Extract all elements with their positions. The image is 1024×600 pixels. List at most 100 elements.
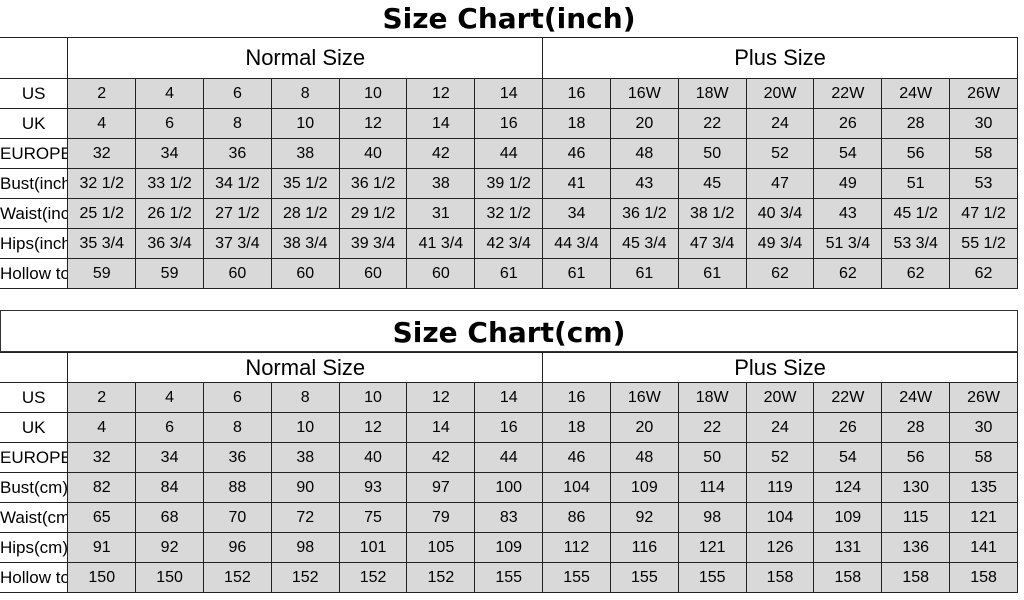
row-label: EUROPE bbox=[0, 138, 69, 169]
size-cell: 41 bbox=[542, 168, 611, 199]
size-cell: 43 bbox=[609, 168, 679, 199]
row-label: Waist(inch) bbox=[0, 198, 69, 229]
size-cell: 32 1/2 bbox=[67, 168, 137, 199]
size-cell: 16 bbox=[474, 108, 544, 139]
size-cell: 62 bbox=[949, 258, 1018, 289]
size-cell: 61 bbox=[474, 258, 544, 289]
size-cell: 115 bbox=[881, 502, 951, 533]
size-cell: 62 bbox=[813, 258, 883, 289]
size-cell: 14 bbox=[474, 78, 544, 109]
size-cell: 62 bbox=[745, 258, 815, 289]
size-cell: 60 bbox=[270, 258, 340, 289]
size-cell: 26 1/2 bbox=[135, 198, 204, 229]
size-cell: 155 bbox=[474, 562, 544, 593]
size-cell: 58 bbox=[949, 138, 1018, 169]
plus-size-header: Plus Size bbox=[542, 37, 1018, 79]
size-cell: 12 bbox=[338, 108, 408, 139]
size-cell: 24 bbox=[745, 108, 815, 139]
size-cell: 16 bbox=[542, 382, 611, 413]
size-cell: 33 1/2 bbox=[135, 168, 204, 199]
size-cell: 119 bbox=[745, 472, 815, 503]
size-cell: 43 bbox=[813, 198, 883, 229]
size-cell: 14 bbox=[474, 382, 544, 413]
size-cell: 6 bbox=[202, 78, 272, 109]
size-cell: 59 bbox=[135, 258, 204, 289]
size-cell: 152 bbox=[270, 562, 340, 593]
size-cell: 50 bbox=[677, 138, 747, 169]
cm-chart-title: Size Chart(cm) bbox=[0, 310, 1018, 352]
row-label: Bust(cm) bbox=[0, 472, 69, 503]
size-cell: 56 bbox=[881, 138, 951, 169]
size-cell: 30 bbox=[949, 412, 1018, 443]
size-cell: 40 bbox=[338, 138, 408, 169]
size-cell: 31 bbox=[406, 198, 476, 229]
size-cell: 35 3/4 bbox=[67, 228, 137, 259]
size-cell: 98 bbox=[270, 532, 340, 563]
size-cell: 53 3/4 bbox=[881, 228, 951, 259]
size-cell: 60 bbox=[338, 258, 408, 289]
size-cell: 83 bbox=[474, 502, 544, 533]
size-cell: 12 bbox=[406, 78, 476, 109]
size-cell: 90 bbox=[270, 472, 340, 503]
size-cell: 53 bbox=[949, 168, 1018, 199]
group-header-row: Normal Size Plus Size bbox=[0, 37, 1018, 79]
size-cell: 36 1/2 bbox=[338, 168, 408, 199]
size-cell: 152 bbox=[406, 562, 476, 593]
size-cell: 136 bbox=[881, 532, 951, 563]
blank-corner-cell bbox=[0, 352, 69, 383]
size-cell: 36 1/2 bbox=[609, 198, 679, 229]
row-label: UK bbox=[0, 108, 69, 139]
size-cell: 42 bbox=[406, 138, 476, 169]
size-cell: 65 bbox=[67, 502, 137, 533]
size-cell: 38 bbox=[270, 442, 340, 473]
size-cell: 124 bbox=[813, 472, 883, 503]
size-cell: 54 bbox=[813, 138, 883, 169]
size-cell: 32 bbox=[67, 138, 137, 169]
size-cell: 27 1/2 bbox=[202, 198, 272, 229]
size-cell: 126 bbox=[745, 532, 815, 563]
table-row: Waist(inch)25 1/226 1/227 1/228 1/229 1/… bbox=[0, 198, 1018, 229]
size-cell: 22W bbox=[813, 78, 883, 109]
row-label: EUROPE bbox=[0, 442, 69, 473]
size-cell: 40 bbox=[338, 442, 408, 473]
size-cell: 16W bbox=[609, 78, 679, 109]
table-row: Bust(cm) 82 84 88 90 93 97 100 104 109 114 119 124 13… bbox=[0, 472, 1018, 503]
size-cell: 20 bbox=[609, 108, 679, 139]
size-cell: 20 bbox=[609, 412, 679, 443]
size-cell: 45 3/4 bbox=[609, 228, 679, 259]
table-row: EUROPE 32 34 36 38 40 42 44 46 48 50 52 54 56 58 bbox=[0, 442, 1018, 473]
size-cell: 86 bbox=[542, 502, 611, 533]
size-cell: 4 bbox=[67, 412, 137, 443]
size-cell: 29 1/2 bbox=[338, 198, 408, 229]
size-cell: 10 bbox=[338, 382, 408, 413]
size-cell: 61 bbox=[542, 258, 611, 289]
size-cell: 18 bbox=[542, 412, 611, 443]
size-cell: 25 1/2 bbox=[67, 198, 137, 229]
size-cell: 75 bbox=[338, 502, 408, 533]
table-row: Bust(inch)32 1/233 1/234 1/235 1/236 1/2… bbox=[0, 168, 1018, 199]
size-cell: 135 bbox=[949, 472, 1018, 503]
row-label: Hips(cm) bbox=[0, 532, 69, 563]
table-row: US 2 4 6 8 10 12 14 16 16W 18W 20W 22W 24W 26W bbox=[0, 78, 1018, 109]
size-cell: 45 1/2 bbox=[881, 198, 951, 229]
table-row: Hollow to Floor(cm)150150152152152152155… bbox=[0, 562, 1018, 593]
size-cell: 155 bbox=[542, 562, 611, 593]
size-cell: 52 bbox=[745, 138, 815, 169]
size-cell: 16 bbox=[542, 78, 611, 109]
size-cell: 44 bbox=[474, 442, 544, 473]
table-row: US 2 4 6 8 10 12 14 16 16W 18W 20W 22W 24W 26W bbox=[0, 382, 1018, 413]
size-cell: 47 bbox=[745, 168, 815, 199]
size-cell: 152 bbox=[202, 562, 272, 593]
size-cell: 26W bbox=[949, 382, 1018, 413]
size-cell: 38 bbox=[270, 138, 340, 169]
size-cell: 34 bbox=[135, 138, 204, 169]
size-cell: 36 3/4 bbox=[135, 228, 204, 259]
size-cell: 62 bbox=[881, 258, 951, 289]
size-cell: 42 bbox=[406, 442, 476, 473]
size-cell: 8 bbox=[202, 412, 272, 443]
size-cell: 45 bbox=[677, 168, 747, 199]
size-cell: 82 bbox=[67, 472, 137, 503]
cm-size-table: Normal Size Plus Size US 2 4 6 8 10 12 14 16 16W 18W… bbox=[0, 352, 1018, 593]
row-label: US bbox=[0, 382, 69, 413]
size-cell: 6 bbox=[135, 108, 204, 139]
